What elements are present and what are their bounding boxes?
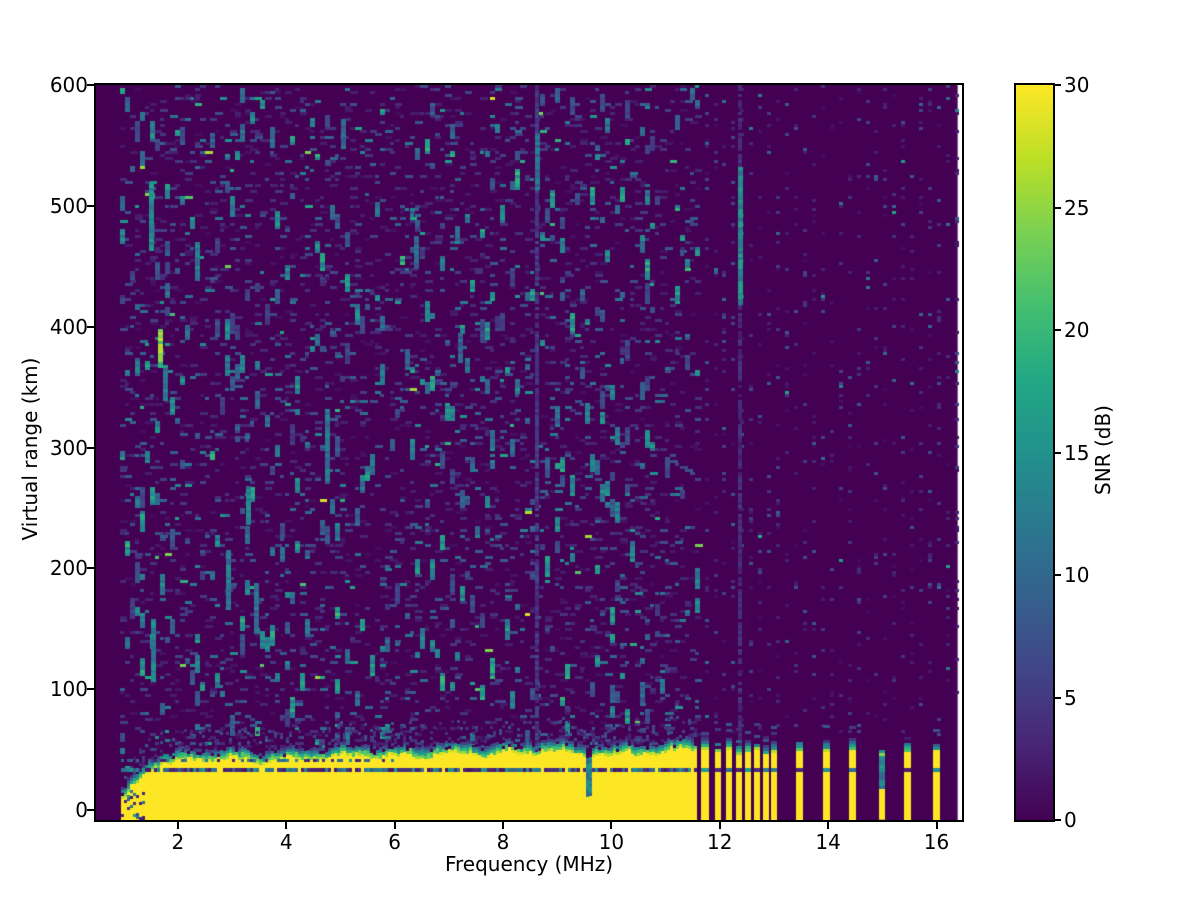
x-tick-label: 6 (388, 830, 401, 854)
y-tick-mark (87, 809, 94, 812)
heatmap-canvas (96, 85, 962, 820)
y-tick-mark (87, 446, 94, 449)
colorbar-tick-label: 20 (1064, 318, 1090, 342)
colorbar (1014, 83, 1055, 822)
x-tick-label: 14 (815, 830, 841, 854)
colorbar-tick-label: 0 (1064, 808, 1077, 832)
colorbar-tick-mark (1055, 206, 1061, 209)
colorbar-tick-mark (1055, 696, 1061, 699)
y-tick-label: 100 (49, 677, 88, 702)
x-tick-mark (176, 822, 179, 829)
y-tick-mark (87, 204, 94, 207)
y-tick-label: 300 (49, 435, 88, 460)
colorbar-tick-label: 25 (1064, 195, 1090, 220)
colorbar-tick-mark (1055, 329, 1061, 331)
x-tick-mark (501, 822, 504, 829)
y-tick-label: 400 (49, 314, 88, 339)
y-tick-label: 200 (49, 556, 88, 581)
x-tick-label: 12 (707, 830, 733, 854)
colorbar-tick-mark (1055, 574, 1061, 576)
y-tick-mark (87, 688, 94, 691)
x-tick-mark (393, 822, 396, 829)
colorbar-tick-label: 5 (1064, 685, 1077, 710)
colorbar-tick-mark (1055, 84, 1061, 86)
x-tick-label: 10 (598, 830, 625, 854)
colorbar-tick-label: 10 (1064, 563, 1090, 587)
x-tick-label: 4 (279, 830, 293, 854)
colorbar-tick-label: 30 (1064, 73, 1090, 97)
x-tick-mark (718, 822, 721, 829)
y-tick-mark (87, 84, 94, 86)
colorbar-gradient (1016, 85, 1053, 820)
x-tick-mark (610, 822, 613, 829)
colorbar-tick-mark (1055, 451, 1061, 454)
colorbar-tick-mark (1055, 819, 1061, 821)
x-tick-mark (935, 822, 938, 829)
y-tick-mark (87, 325, 94, 328)
x-axis-label: Frequency (MHz) (444, 852, 614, 876)
x-tick-mark (827, 822, 830, 829)
x-tick-label: 8 (496, 830, 510, 854)
x-tick-label: 2 (171, 830, 185, 854)
colorbar-tick-label: 15 (1064, 440, 1090, 465)
x-tick-mark (285, 822, 288, 829)
y-tick-label: 500 (49, 193, 88, 218)
x-tick-label: 16 (923, 830, 950, 854)
y-tick-label: 600 (49, 73, 88, 97)
y-tick-label: 0 (75, 798, 88, 823)
y-tick-mark (87, 567, 94, 570)
